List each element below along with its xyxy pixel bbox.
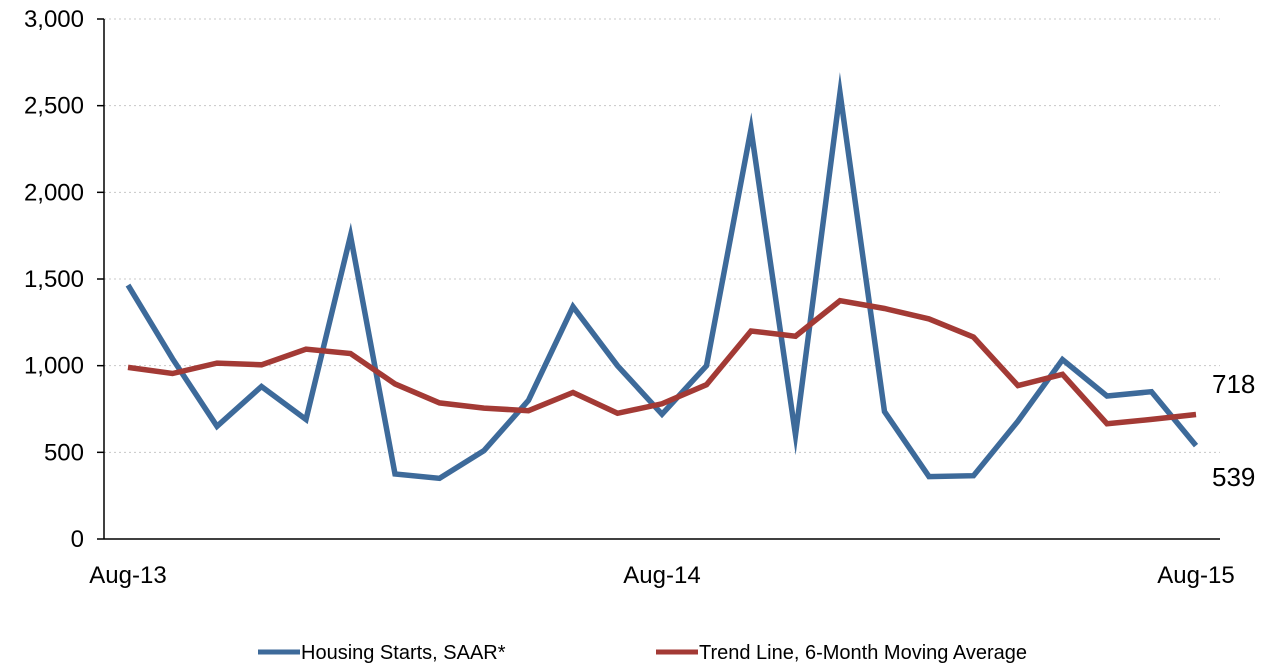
- legend-label-trend-line: Trend Line, 6-Month Moving Average: [699, 642, 1027, 664]
- y-tick-label: 2,000: [24, 179, 84, 206]
- y-axis-ticks: 0 500 1,000 1,500 2,000 2,500 3,000: [24, 6, 104, 553]
- x-tick-label: Aug-15: [1157, 562, 1234, 589]
- legend: Housing Starts, SAAR* Trend Line, 6-Mont…: [258, 642, 1027, 664]
- y-tick-label: 0: [71, 526, 84, 553]
- gridlines: [104, 18, 1220, 453]
- x-tick-label: Aug-14: [623, 562, 700, 589]
- legend-label-housing-starts: Housing Starts, SAAR*: [301, 642, 506, 664]
- y-tick-label: 1,000: [24, 353, 84, 380]
- series-layer: [125, 72, 1199, 482]
- legend-item-trend-line: Trend Line, 6-Month Moving Average: [656, 642, 1027, 664]
- x-tick-label: Aug-13: [89, 562, 166, 589]
- legend-item-housing-starts: Housing Starts, SAAR*: [258, 642, 506, 664]
- y-tick-label: 3,000: [24, 6, 84, 33]
- end-label-trend: 718: [1212, 369, 1255, 399]
- series-line-housing-starts: [125, 72, 1199, 482]
- x-axis-ticks: Aug-13 Aug-14 Aug-15: [89, 562, 1234, 589]
- y-tick-label: 2,500: [24, 93, 84, 120]
- y-tick-label: 500: [44, 439, 84, 466]
- end-label-housing-starts: 539: [1212, 462, 1255, 492]
- series-line-trend: [127, 297, 1197, 427]
- y-tick-label: 1,500: [24, 266, 84, 293]
